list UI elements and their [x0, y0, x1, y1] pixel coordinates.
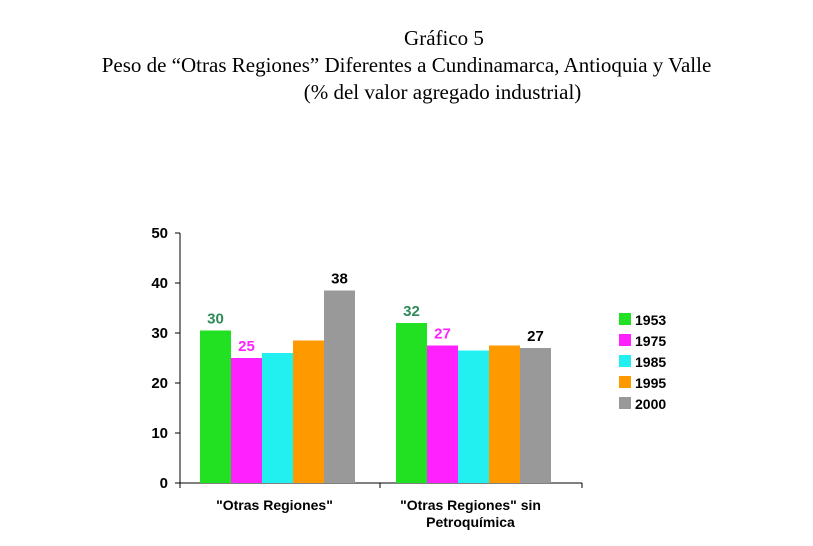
y-tick-label: 10 — [151, 425, 168, 442]
bar-1985-cat0 — [262, 353, 293, 483]
bar-1975-cat0 — [231, 358, 262, 483]
data-label: 32 — [403, 303, 420, 320]
bar-1953-cat0 — [200, 330, 231, 483]
legend-swatch-1953 — [619, 313, 631, 325]
legend-label-1953: 1953 — [635, 312, 666, 328]
data-label: 38 — [331, 271, 348, 288]
bar-1985-cat1 — [458, 350, 489, 483]
legend-label-1975: 1975 — [635, 333, 666, 349]
y-tick-label: 30 — [151, 325, 168, 342]
legend-swatch-1985 — [619, 355, 631, 367]
legend-label-1985: 1985 — [635, 354, 666, 370]
chart-title: Gráfico 5 — [404, 26, 484, 50]
category-label: Petroquímica — [426, 514, 515, 530]
bar-2000-cat0 — [324, 290, 355, 483]
category-label: "Otras Regiones" — [216, 497, 333, 513]
y-tick-label: 40 — [151, 275, 168, 292]
data-label: 25 — [238, 338, 255, 355]
bar-1995-cat1 — [489, 345, 520, 483]
category-label: "Otras Regiones" sin — [400, 497, 541, 513]
data-label: 27 — [434, 326, 451, 343]
bar-2000-cat1 — [520, 348, 551, 483]
legend-label-2000: 2000 — [635, 396, 666, 412]
bar-1975-cat1 — [427, 345, 458, 483]
bar-1953-cat1 — [396, 323, 427, 483]
y-tick-label: 50 — [151, 225, 168, 242]
legend-swatch-1975 — [619, 334, 631, 346]
legend-swatch-1995 — [619, 376, 631, 388]
y-tick-label: 20 — [151, 375, 168, 392]
chart-subtitle: Peso de “Otras Regiones” Diferentes a Cu… — [101, 53, 712, 77]
data-label: 30 — [207, 311, 224, 328]
y-tick-label: 0 — [160, 475, 168, 492]
legend-label-1995: 1995 — [635, 375, 666, 391]
legend-swatch-2000 — [619, 397, 631, 409]
chart-subtitle-units: (% del valor agregado industrial) — [303, 80, 582, 104]
bar-1995-cat0 — [293, 340, 324, 483]
data-label: 27 — [527, 328, 544, 345]
